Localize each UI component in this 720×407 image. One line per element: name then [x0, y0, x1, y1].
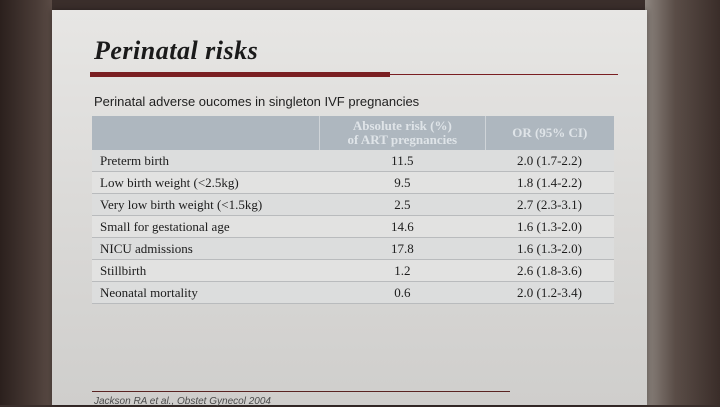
projector-screen-left-edge	[0, 0, 52, 405]
cell-outcome: Neonatal mortality	[92, 281, 320, 304]
table-row: Neonatal mortality 0.6 2.0 (1.2-3.4)	[92, 281, 614, 304]
cell-absolute-risk: 0.6	[319, 281, 486, 304]
cell-absolute-risk: 11.5	[319, 150, 486, 172]
table-row: Very low birth weight (<1.5kg) 2.5 2.7 (…	[92, 193, 614, 216]
header-absolute-risk-line2: of ART pregnancies	[347, 132, 458, 147]
header-absolute-risk-line1: Absolute risk (%)	[352, 118, 452, 133]
table-row: NICU admissions 17.8 1.6 (1.3-2.0)	[92, 237, 614, 260]
footer-divider	[92, 391, 510, 392]
cell-absolute-risk: 14.6	[319, 215, 486, 238]
cell-odds-ratio: 1.8 (1.4-2.2)	[485, 171, 614, 194]
table-header-row: Absolute risk (%) of ART pregnancies OR …	[92, 116, 614, 150]
cell-odds-ratio: 2.0 (1.7-2.2)	[485, 150, 614, 172]
citation: Jackson RA et al., Obstet Gynecol 2004	[94, 396, 271, 407]
cell-outcome: Very low birth weight (<1.5kg)	[92, 193, 320, 216]
table-row: Preterm birth 11.5 2.0 (1.7-2.2)	[92, 150, 614, 172]
cell-outcome: NICU admissions	[92, 237, 320, 260]
title-underline-thin	[390, 74, 618, 75]
cell-odds-ratio: 2.7 (2.3-3.1)	[485, 193, 614, 216]
cell-odds-ratio: 2.0 (1.2-3.4)	[485, 281, 614, 304]
slide-title: Perinatal risks	[94, 36, 259, 65]
cell-absolute-risk: 2.5	[319, 193, 486, 216]
table-row: Stillbirth 1.2 2.6 (1.8-3.6)	[92, 259, 614, 282]
table-row: Low birth weight (<2.5kg) 9.5 1.8 (1.4-2…	[92, 171, 614, 194]
cell-outcome: Small for gestational age	[92, 215, 320, 238]
cell-outcome: Low birth weight (<2.5kg)	[92, 171, 320, 194]
table-caption: Perinatal adverse oucomes in singleton I…	[94, 94, 420, 109]
cell-odds-ratio: 1.6 (1.3-2.0)	[485, 215, 614, 238]
cell-outcome: Stillbirth	[92, 259, 320, 282]
cell-absolute-risk: 1.2	[319, 259, 486, 282]
header-outcome	[92, 116, 321, 150]
header-odds-ratio: OR (95% CI)	[485, 116, 614, 150]
perinatal-outcomes-table: Absolute risk (%) of ART pregnancies OR …	[92, 116, 614, 304]
projector-screen-right-edge	[645, 0, 720, 405]
presentation-slide: Perinatal risks Perinatal adverse oucome…	[52, 10, 647, 407]
cell-odds-ratio: 1.6 (1.3-2.0)	[485, 237, 614, 260]
table-row: Small for gestational age 14.6 1.6 (1.3-…	[92, 215, 614, 238]
cell-absolute-risk: 17.8	[319, 237, 486, 260]
cell-odds-ratio: 2.6 (1.8-3.6)	[485, 259, 614, 282]
header-absolute-risk: Absolute risk (%) of ART pregnancies	[319, 116, 486, 150]
cell-absolute-risk: 9.5	[319, 171, 486, 194]
title-underline-thick	[90, 72, 390, 77]
cell-outcome: Preterm birth	[92, 150, 320, 172]
